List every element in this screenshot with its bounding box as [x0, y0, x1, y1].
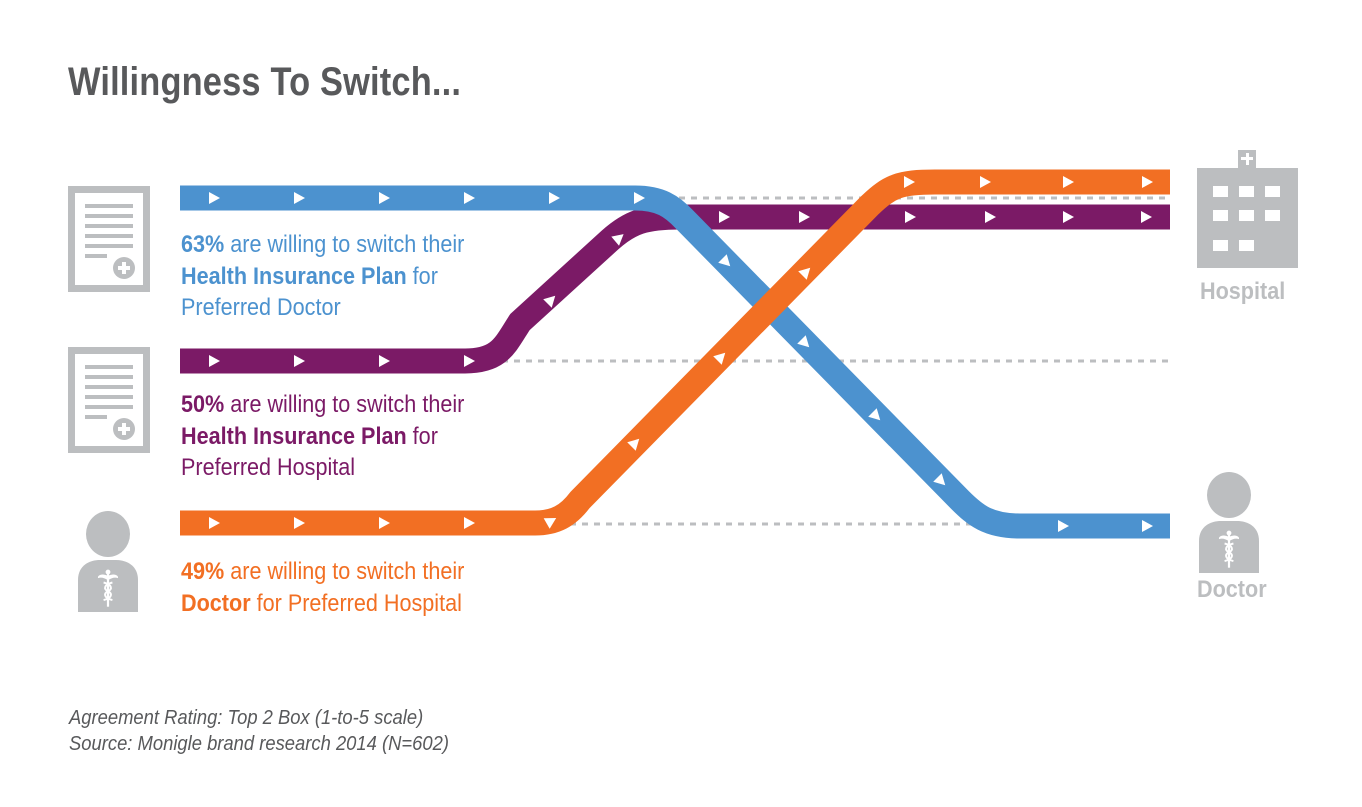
hospital-building-icon: [1197, 150, 1298, 268]
arrow-marker: [868, 408, 881, 421]
health-plan-document-icon: [68, 186, 150, 292]
blue-flow-ribbon: [180, 185, 1170, 539]
arrow-marker: [379, 517, 390, 529]
footnote-source: Source: Monigle brand research 2014 (N=6…: [69, 733, 449, 755]
arrow-marker: [980, 176, 991, 188]
doctor-person-icon: [1199, 472, 1259, 573]
arrow-marker: [464, 517, 475, 529]
stat-text: Preferred Doctor: [181, 294, 341, 321]
flow-arrows: [209, 176, 1153, 532]
arrow-marker: [799, 211, 810, 223]
arrow-marker: [294, 355, 305, 367]
stat-percent: 49%: [181, 558, 225, 585]
arrow-marker: [543, 295, 556, 308]
arrow-marker: [543, 518, 557, 529]
arrow-marker: [294, 192, 305, 204]
stat-text-purple: 50% are willing to switch their Health I…: [181, 389, 464, 484]
arrow-marker: [904, 176, 915, 188]
stat-text: are willing to switch their: [224, 391, 465, 418]
arrow-marker: [634, 192, 645, 204]
arrow-marker: [1142, 520, 1153, 532]
arrow-marker: [209, 517, 220, 529]
stat-bold-text: Health Insurance Plan: [181, 422, 407, 450]
arrow-marker: [379, 192, 390, 204]
arrow-marker: [1058, 520, 1069, 532]
stat-text: for: [406, 262, 438, 290]
stat-percent: 63%: [181, 231, 225, 258]
arrow-marker: [933, 473, 946, 486]
stat-percent: 50%: [181, 391, 225, 418]
arrow-marker: [549, 192, 560, 204]
stat-text-orange: 49% are willing to switch their Doctor f…: [181, 556, 464, 619]
arrow-marker: [464, 192, 475, 204]
stat-text: for: [406, 422, 438, 450]
health-plan-document-icon: [68, 347, 150, 453]
arrow-marker: [627, 438, 640, 451]
arrow-marker: [379, 355, 390, 367]
stat-text: are willing to switch their: [224, 558, 465, 585]
arrow-marker: [798, 267, 811, 280]
stat-bold-text: Health Insurance Plan: [181, 262, 407, 290]
arrow-marker: [611, 234, 624, 246]
arrow-marker: [1142, 176, 1153, 188]
arrow-marker: [718, 254, 731, 267]
arrow-marker: [209, 355, 220, 367]
arrow-marker: [1063, 176, 1074, 188]
purple-flow-ribbon: [180, 204, 1170, 374]
arrow-marker: [1063, 211, 1074, 223]
footnote-rating: Agreement Rating: Top 2 Box (1-to-5 scal…: [69, 707, 424, 729]
stat-text: are willing to switch their: [224, 231, 465, 258]
stat-text-blue: 63% are willing to switch their Health I…: [181, 229, 464, 324]
arrow-marker: [294, 517, 305, 529]
arrow-marker: [905, 211, 916, 223]
arrow-marker: [985, 211, 996, 223]
arrow-marker: [464, 355, 475, 367]
arrow-marker: [209, 192, 220, 204]
stat-text: Preferred Hospital: [181, 454, 356, 481]
arrow-marker: [797, 335, 810, 348]
arrow-marker: [1141, 211, 1152, 223]
arrow-marker: [719, 211, 730, 223]
arrow-marker: [713, 352, 726, 365]
stat-text: for Preferred Hospital: [250, 589, 462, 617]
page-title: Willingness To Switch...: [68, 60, 462, 104]
doctor-person-icon: [78, 511, 138, 612]
stat-bold-text: Doctor: [181, 589, 251, 617]
destination-label-hospital: Hospital: [1200, 278, 1286, 305]
destination-label-doctor: Doctor: [1197, 576, 1267, 603]
